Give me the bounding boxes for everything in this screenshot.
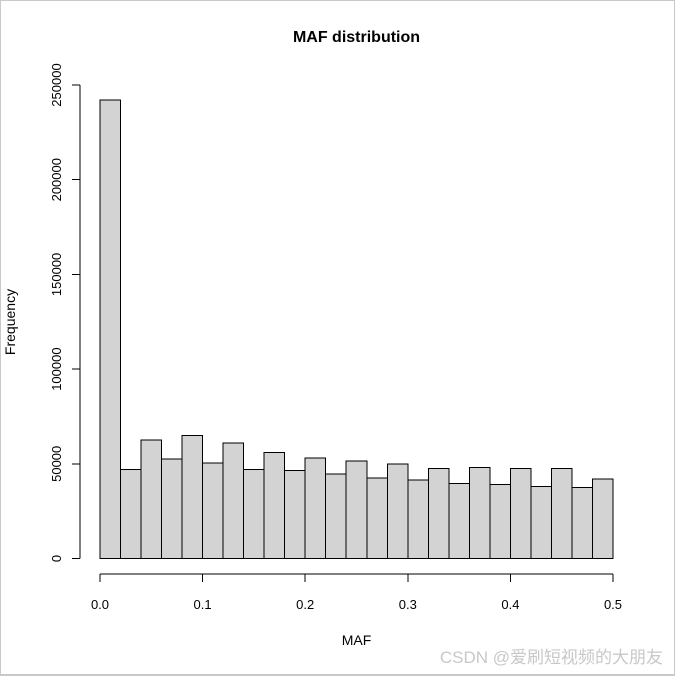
y-tick-label: 150000 [49,253,64,296]
x-tick-label: 0.2 [296,597,314,612]
x-tick-label: 0.0 [91,597,109,612]
x-axis-title: MAF [341,632,372,648]
y-tick-label: 200000 [49,158,64,201]
y-tick-label: 0 [49,555,64,562]
x-tick-label: 0.5 [604,597,622,612]
histogram-bar [366,477,388,559]
histogram-bar [181,434,204,560]
histogram-bar [325,473,347,559]
histogram-bar [530,486,552,559]
histogram-bar [427,468,450,559]
histogram-bar [304,457,327,559]
histogram-bar [263,451,286,559]
y-tick-label: 100000 [49,347,64,390]
histogram-bar [448,483,470,559]
x-tick-label: 0.4 [501,597,519,612]
histogram-bar [509,468,532,559]
histogram-bar [222,442,245,559]
y-tick-label: 250000 [49,63,64,106]
x-tick-label: 0.3 [399,597,417,612]
y-tick-label: 50000 [49,446,64,482]
histogram-bar [120,468,142,560]
histogram-bar [99,99,122,560]
histogram-bar [161,458,183,559]
histogram-bar [591,478,614,560]
histogram-bar [386,463,409,559]
histogram-bar [550,468,573,559]
histogram-bar [571,486,593,560]
histogram-bar [202,462,224,560]
histogram-bar [345,460,368,559]
histogram-bar [284,469,306,559]
histogram-bar [468,467,491,559]
histogram-bar [407,479,429,559]
csdn-watermark: CSDN @爱刷短视频的大朋友 [439,648,663,667]
histogram-bar [140,439,163,560]
x-tick-label: 0.1 [194,597,212,612]
chart-title: MAF distribution [292,29,421,46]
histogram-bar [489,484,511,560]
histogram-bar [243,468,265,560]
